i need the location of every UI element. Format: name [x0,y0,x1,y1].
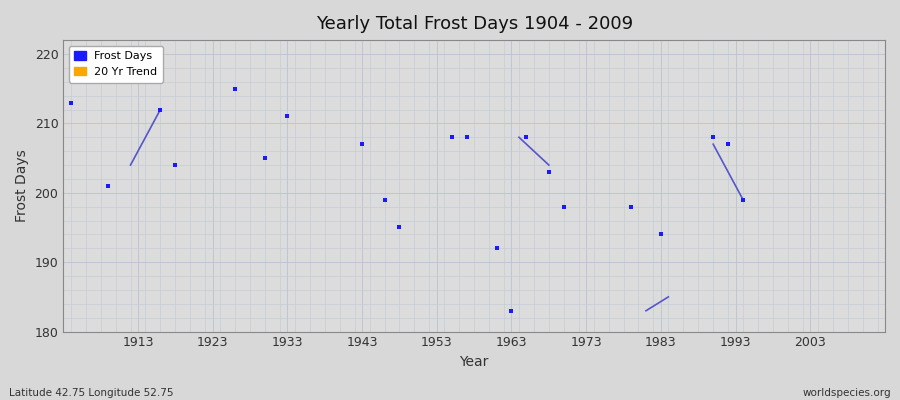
Point [460,134,474,140]
Point [228,86,242,92]
Text: Latitude 42.75 Longitude 52.75: Latitude 42.75 Longitude 52.75 [9,388,174,398]
Text: worldspecies.org: worldspecies.org [803,388,891,398]
Point [445,134,459,140]
Point [542,169,556,175]
Point [153,106,167,113]
Point [168,162,183,168]
Point [280,113,294,120]
Point [736,196,751,203]
X-axis label: Year: Year [460,355,489,369]
Legend: Frost Days, 20 Yr Trend: Frost Days, 20 Yr Trend [68,46,163,82]
Point [490,245,504,252]
Point [721,141,735,148]
Point [519,134,534,140]
Point [392,224,407,231]
Point [257,155,272,161]
Point [653,231,668,238]
Title: Yearly Total Frost Days 1904 - 2009: Yearly Total Frost Days 1904 - 2009 [316,15,633,33]
Point [377,196,392,203]
Point [556,204,571,210]
Point [355,141,369,148]
Point [64,99,78,106]
Point [101,183,115,189]
Y-axis label: Frost Days: Frost Days [15,150,29,222]
Point [504,308,518,314]
Point [624,204,638,210]
Point [706,134,720,140]
